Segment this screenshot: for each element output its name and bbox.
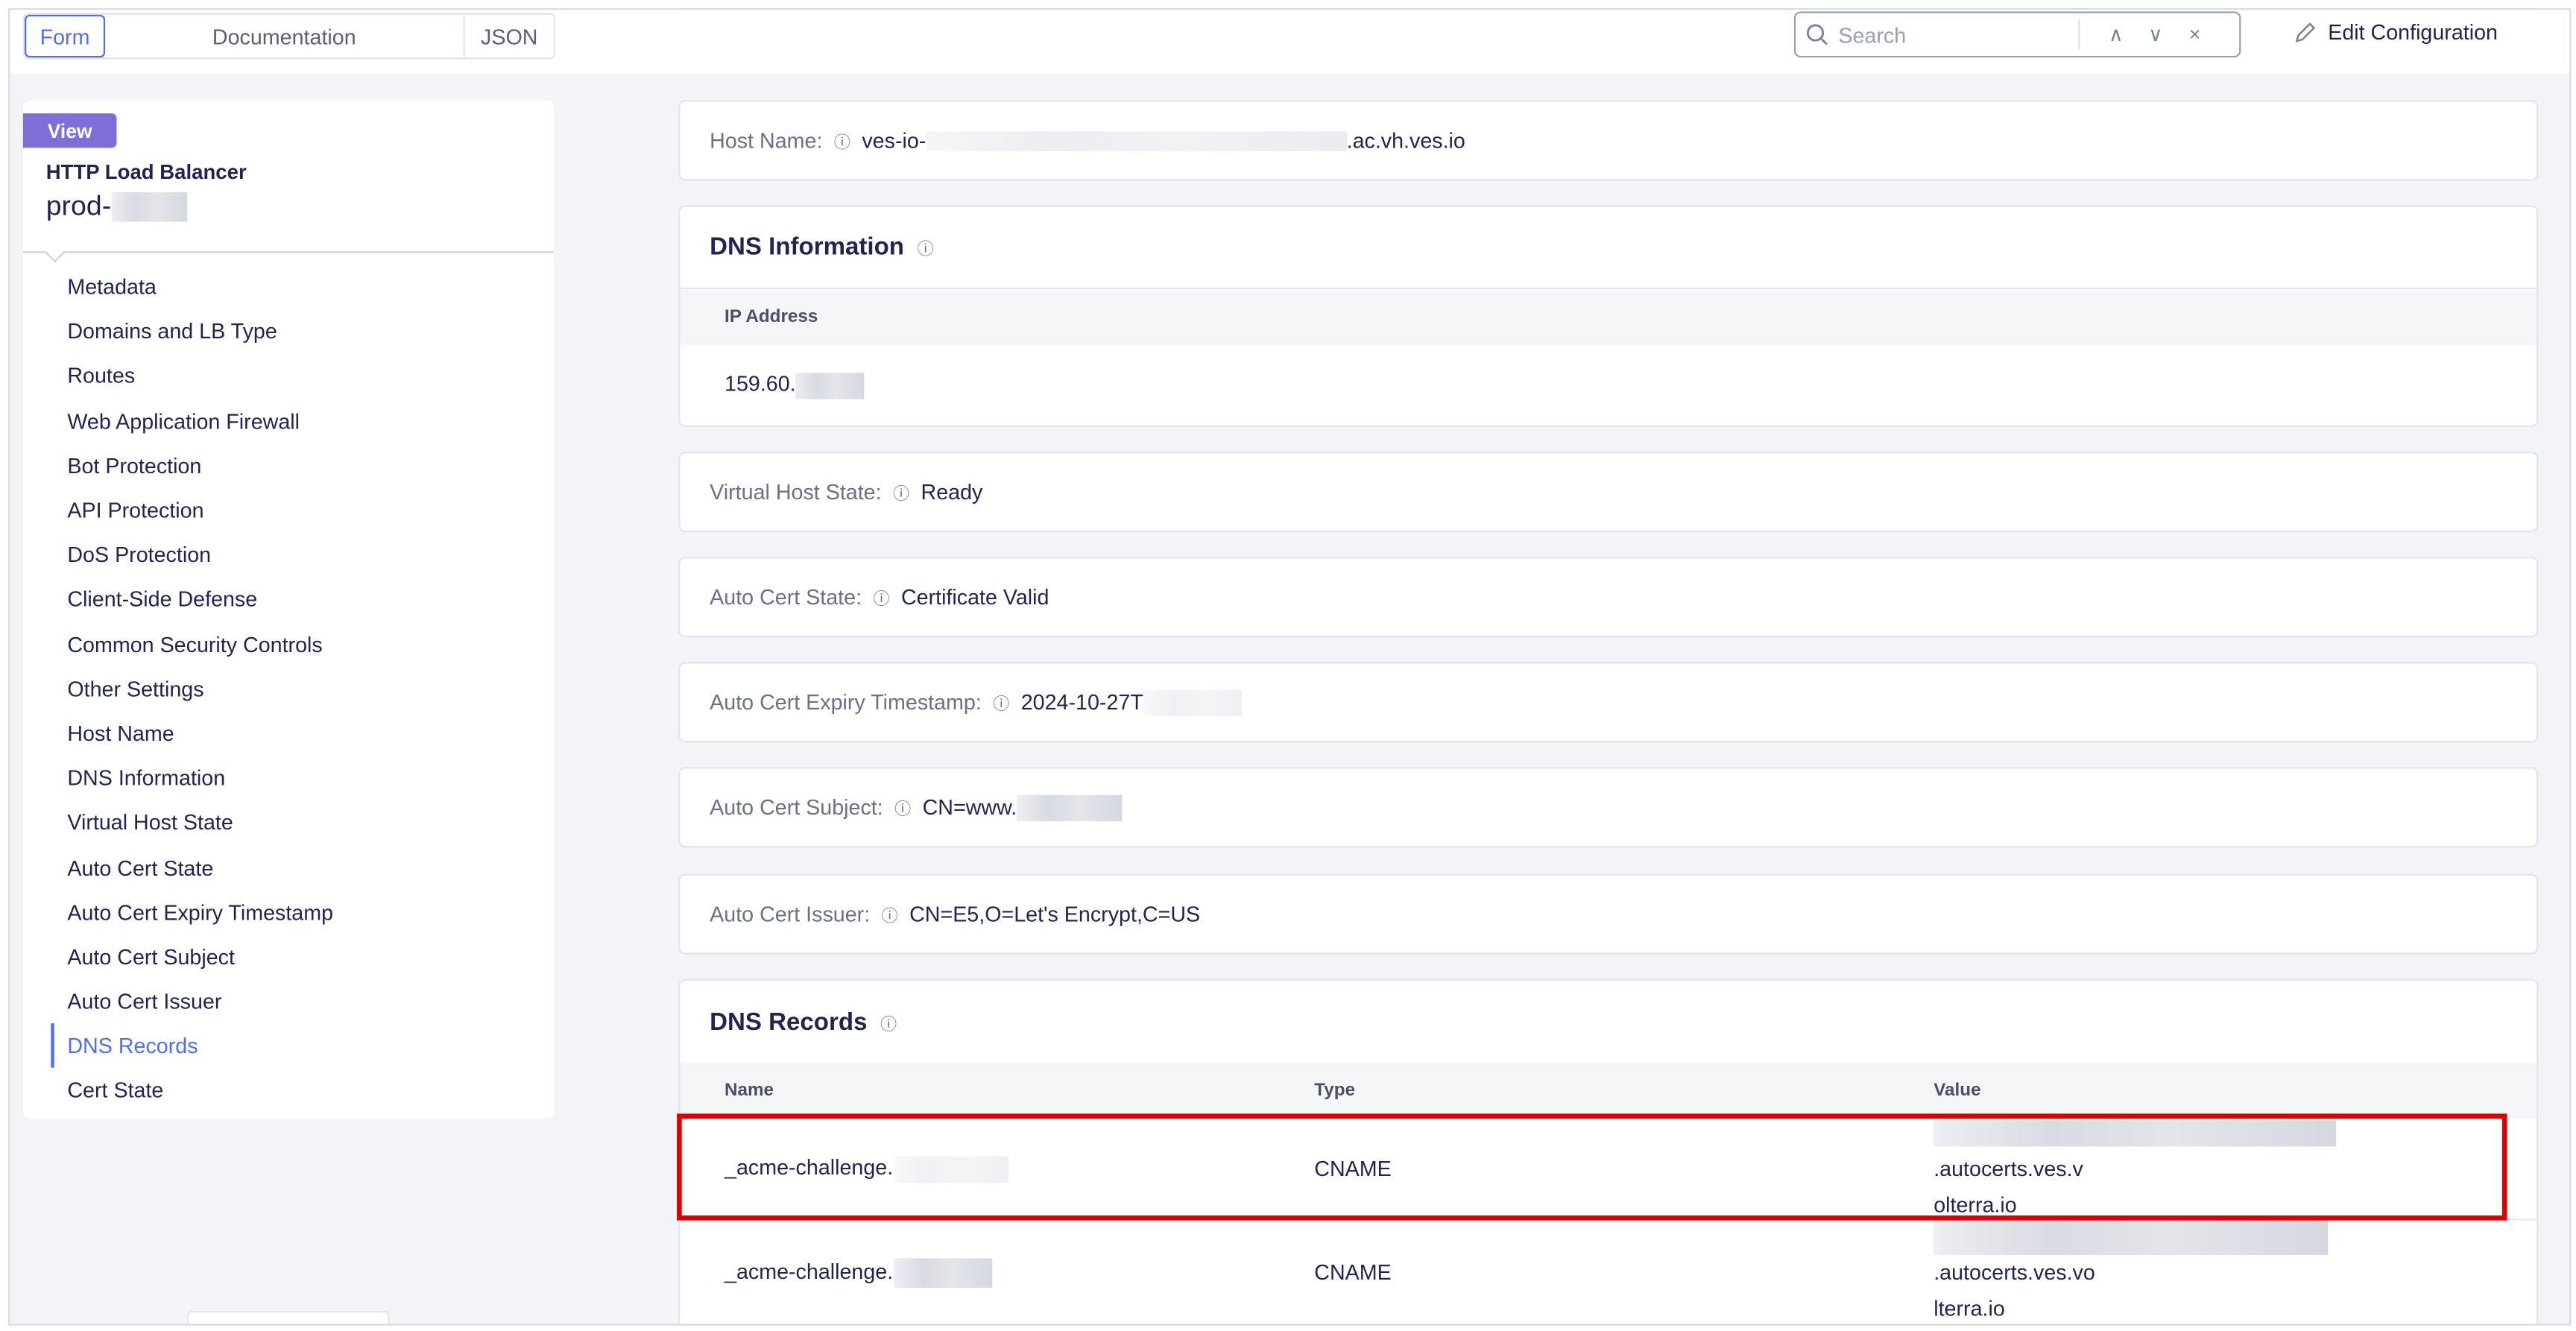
sidebar-item-api-protection[interactable]: API Protection <box>67 497 204 522</box>
dns-information-card: DNS Information ⓘ IP Address 159.60. <box>678 205 2539 428</box>
host-name-suffix: .ac.vh.ves.io <box>1346 127 1465 153</box>
sidebar-item-web-application-firewall[interactable]: Web Application Firewall <box>67 408 300 434</box>
view-badge: View <box>22 113 117 148</box>
tab-form[interactable]: Form <box>25 14 106 58</box>
sidebar-nav: Metadata Domains and LB Type Routes Web App… <box>23 265 554 1113</box>
sidebar-item-bot-protection[interactable]: Bot Protection <box>67 452 202 478</box>
info-icon: ⓘ <box>894 801 912 820</box>
virtual-host-state-value: Ready <box>921 479 983 505</box>
record-type: CNAME <box>1314 1259 1392 1285</box>
divider <box>22 251 554 253</box>
object-name: prod- <box>46 191 187 224</box>
divider-notch <box>44 241 66 263</box>
redacted <box>111 192 187 222</box>
sidebar: View HTTP Load Balancer prod- Metadata Do… <box>22 100 554 1119</box>
sidebar-footer-tab <box>187 1310 390 1324</box>
sidebar-item-auto-cert-issuer[interactable]: Auto Cert Issuer <box>67 989 222 1014</box>
sidebar-item-domains-and-lb-type[interactable]: Domains and LB Type <box>67 319 277 344</box>
host-name-card: Host Name: ⓘ ves-io- .ac.vh.ves.io <box>678 100 2539 181</box>
chevron-up-icon[interactable]: ∧ <box>2109 22 2124 46</box>
auto-cert-expiry-value: 2024-10-27T <box>1020 689 1143 715</box>
sidebar-item-auto-cert-subject[interactable]: Auto Cert Subject <box>67 944 235 970</box>
dns-information-title: DNS Information <box>710 233 905 262</box>
virtual-host-state-card: Virtual Host State: ⓘ Ready <box>678 452 2539 533</box>
ip-prefix: 159.60. <box>724 371 796 396</box>
host-name-prefix: ves-io- <box>862 127 926 153</box>
sidebar-item-client-side-defense[interactable]: Client-Side Defense <box>67 587 258 612</box>
sidebar-item-dos-protection[interactable]: DoS Protection <box>67 542 212 567</box>
edit-configuration-button[interactable]: Edit Configuration <box>2294 19 2498 45</box>
dns-records-title: DNS Records <box>710 1008 868 1036</box>
sidebar-item-auto-cert-expiry-timestamp[interactable]: Auto Cert Expiry Timestamp <box>67 900 334 925</box>
column-header-name: Name <box>724 1081 774 1101</box>
pencil-icon <box>2295 22 2316 42</box>
chevron-down-icon[interactable]: ∨ <box>2148 22 2163 46</box>
sidebar-item-routes[interactable]: Routes <box>67 364 136 389</box>
search-icon <box>1806 24 1828 45</box>
auto-cert-expiry-label: Auto Cert Expiry Timestamp: <box>710 689 982 715</box>
redacted <box>795 372 865 399</box>
redacted <box>1143 689 1243 715</box>
top-bar: Form Documentation JSON Search ∧ ∨ × Edi… <box>10 10 2570 75</box>
redacted <box>1017 794 1123 821</box>
search-placeholder: Search <box>1838 22 1907 47</box>
auto-cert-subject-card: Auto Cert Subject: ⓘ CN=www. <box>678 767 2539 848</box>
virtual-host-state-label: Virtual Host State: <box>710 479 882 505</box>
info-icon: ⓘ <box>873 591 890 610</box>
column-header-type: Type <box>1314 1081 1356 1101</box>
info-icon: ⓘ <box>880 1016 897 1034</box>
object-type: HTTP Load Balancer <box>45 161 247 184</box>
search-input[interactable]: Search ∧ ∨ × <box>1793 11 2241 58</box>
dns-records-card: DNS Records ⓘ Name Type Value _acme-chall… <box>678 979 2539 1324</box>
auto-cert-state-value: Certificate Valid <box>900 584 1049 610</box>
divider <box>2078 19 2080 50</box>
record-type: CNAME <box>1314 1156 1392 1181</box>
ip-address-cell: 159.60. <box>680 372 1269 399</box>
info-icon: ⓘ <box>917 241 934 260</box>
sidebar-item-cert-state[interactable]: Cert State <box>67 1078 164 1103</box>
host-name-label: Host Name: <box>710 127 823 153</box>
table-row: _acme-challenge. CNAME .autocerts.ves.vo… <box>680 1218 2536 1324</box>
auto-cert-state-card: Auto Cert State: ⓘ Certificate Valid <box>678 557 2539 638</box>
view-tabs: Form Documentation JSON <box>22 13 555 60</box>
tab-json[interactable]: JSON <box>481 23 538 49</box>
tab-documentation[interactable]: Documentation <box>105 14 465 58</box>
auto-cert-expiry-card: Auto Cert Expiry Timestamp: ⓘ 2024-10-27T <box>678 662 2539 743</box>
redacted <box>926 130 1347 151</box>
highlight-box <box>677 1113 2507 1221</box>
auto-cert-state-label: Auto Cert State: <box>710 584 862 610</box>
sidebar-item-host-name[interactable]: Host Name <box>67 721 174 746</box>
auto-cert-subject-label: Auto Cert Subject: <box>710 794 883 820</box>
sidebar-item-other-settings[interactable]: Other Settings <box>67 676 204 701</box>
close-icon[interactable]: × <box>2188 22 2201 46</box>
auto-cert-issuer-value: CN=E5,O=Let's Encrypt,C=US <box>909 902 1201 927</box>
sidebar-item-dns-records[interactable]: DNS Records <box>51 1023 553 1069</box>
sidebar-item-auto-cert-state[interactable]: Auto Cert State <box>67 855 214 880</box>
auto-cert-subject-value: CN=www. <box>922 794 1017 820</box>
auto-cert-issuer-card: Auto Cert Issuer: ⓘ CN=E5,O=Let's Encrypt,… <box>678 873 2539 955</box>
sidebar-item-metadata[interactable]: Metadata <box>67 274 157 300</box>
sidebar-item-virtual-host-state[interactable]: Virtual Host State <box>67 810 233 835</box>
app-window: Form Documentation JSON Search ∧ ∨ × Edi… <box>8 8 2572 1326</box>
sidebar-item-common-security-controls[interactable]: Common Security Controls <box>67 631 323 657</box>
edit-configuration-label: Edit Configuration <box>2328 19 2498 45</box>
sidebar-item-dns-information[interactable]: DNS Information <box>67 765 226 791</box>
auto-cert-issuer-label: Auto Cert Issuer: <box>710 902 871 927</box>
record-name: _acme-challenge. <box>680 1155 1269 1183</box>
info-icon: ⓘ <box>893 486 910 505</box>
info-icon: ⓘ <box>993 696 1010 715</box>
column-header-value: Value <box>1933 1081 1981 1101</box>
object-name-text: prod- <box>45 190 112 222</box>
record-name: _acme-challenge. <box>680 1257 1269 1287</box>
info-icon: ⓘ <box>833 134 850 153</box>
column-header-ip: IP Address <box>724 307 818 327</box>
info-icon: ⓘ <box>881 908 898 927</box>
